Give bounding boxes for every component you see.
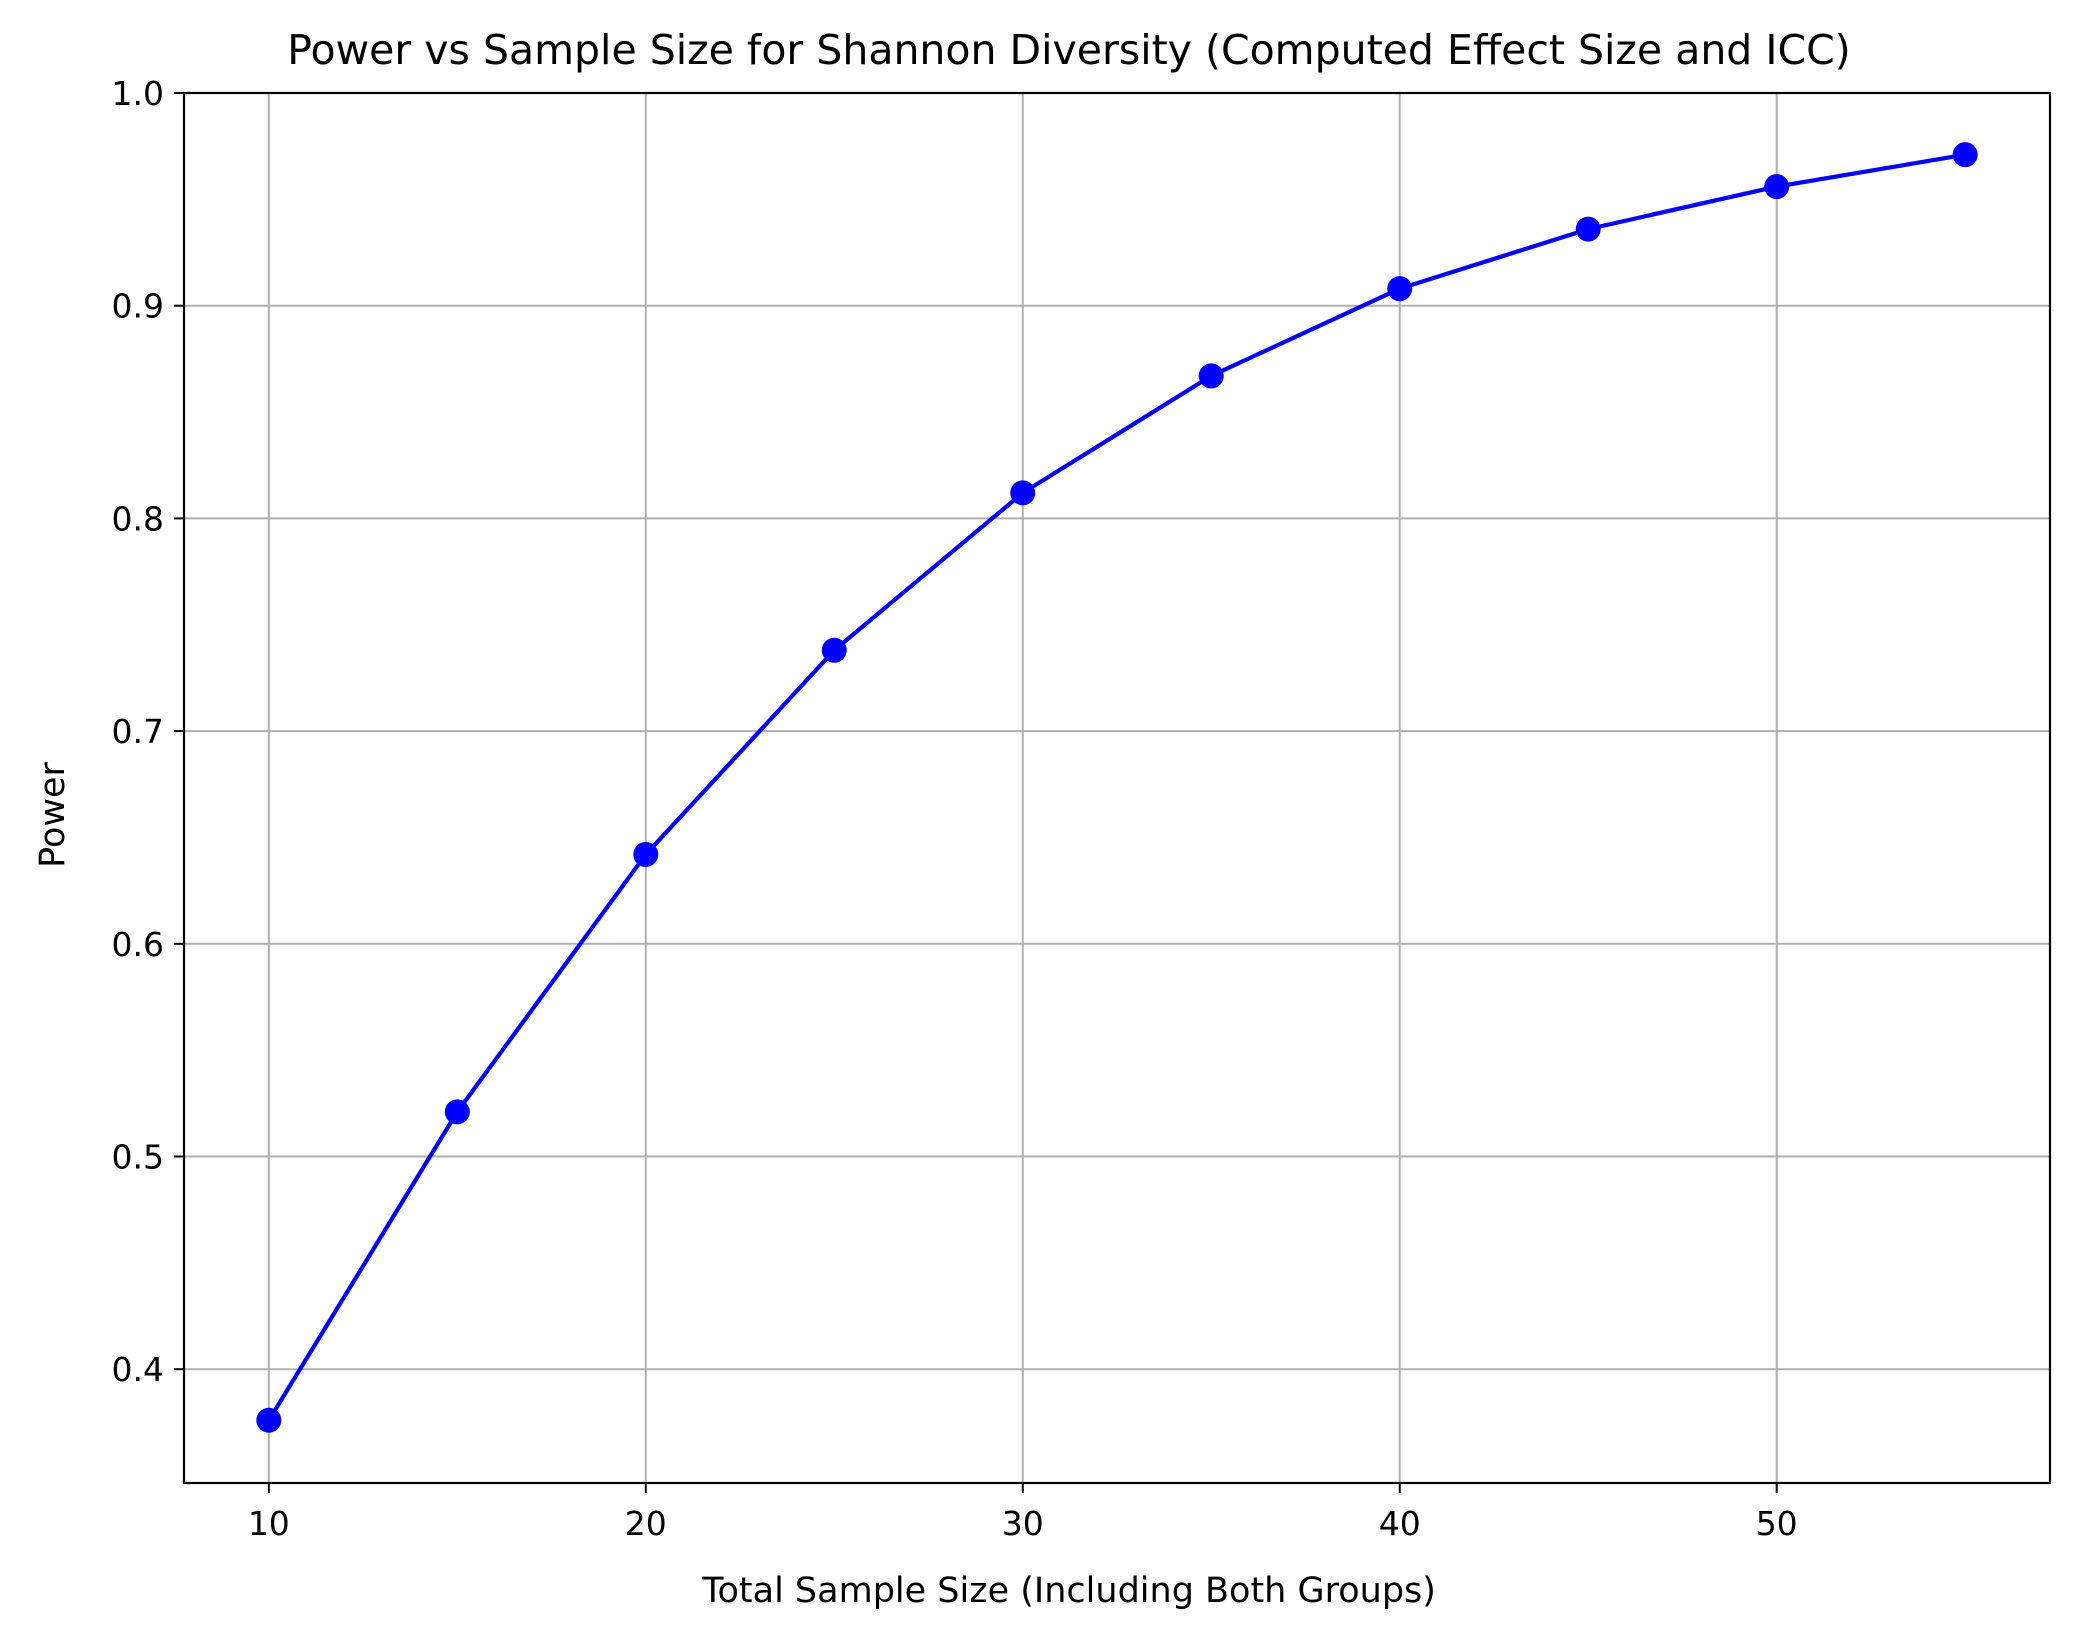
x-tick-label: 40 [1379, 1504, 1421, 1543]
data-point [821, 637, 847, 663]
data-point [1387, 276, 1413, 302]
x-tick-label: 30 [1002, 1504, 1044, 1543]
data-point [1010, 480, 1036, 506]
data-point [1764, 174, 1790, 200]
x-tick-label: 50 [1756, 1504, 1798, 1543]
plot-area-frame [182, 91, 2052, 1485]
data-point [1952, 142, 1978, 168]
data-point [256, 1407, 282, 1433]
x-tick-label: 10 [248, 1504, 290, 1543]
y-tick-label: 0.5 [112, 1138, 164, 1177]
data-point [633, 841, 659, 867]
data-point [1575, 216, 1601, 242]
series-line [267, 152, 1966, 1422]
data-point [444, 1099, 470, 1125]
y-tick-label: 1.0 [112, 74, 164, 113]
y-axis-label: Power [33, 761, 73, 867]
x-tick-label: 20 [625, 1504, 667, 1543]
series-markers [256, 142, 1978, 1433]
data-point [1198, 363, 1224, 389]
y-axis-ticks: 0.4 0.5 0.6 0.7 0.8 0.9 1.0 [112, 74, 184, 1389]
y-tick-label: 0.9 [112, 287, 164, 326]
series-lines [267, 152, 1966, 1422]
chart-title: Power vs Sample Size for Shannon Diversi… [287, 26, 1850, 74]
y-tick-label: 0.6 [112, 925, 164, 964]
y-tick-label: 0.8 [112, 499, 164, 538]
y-tick-label: 0.4 [112, 1350, 164, 1389]
x-axis-ticks: 10 20 30 40 50 [248, 1483, 1798, 1543]
y-tick-label: 0.7 [112, 712, 164, 751]
x-axis-label: Total Sample Size (Including Both Groups… [701, 1571, 1436, 1611]
